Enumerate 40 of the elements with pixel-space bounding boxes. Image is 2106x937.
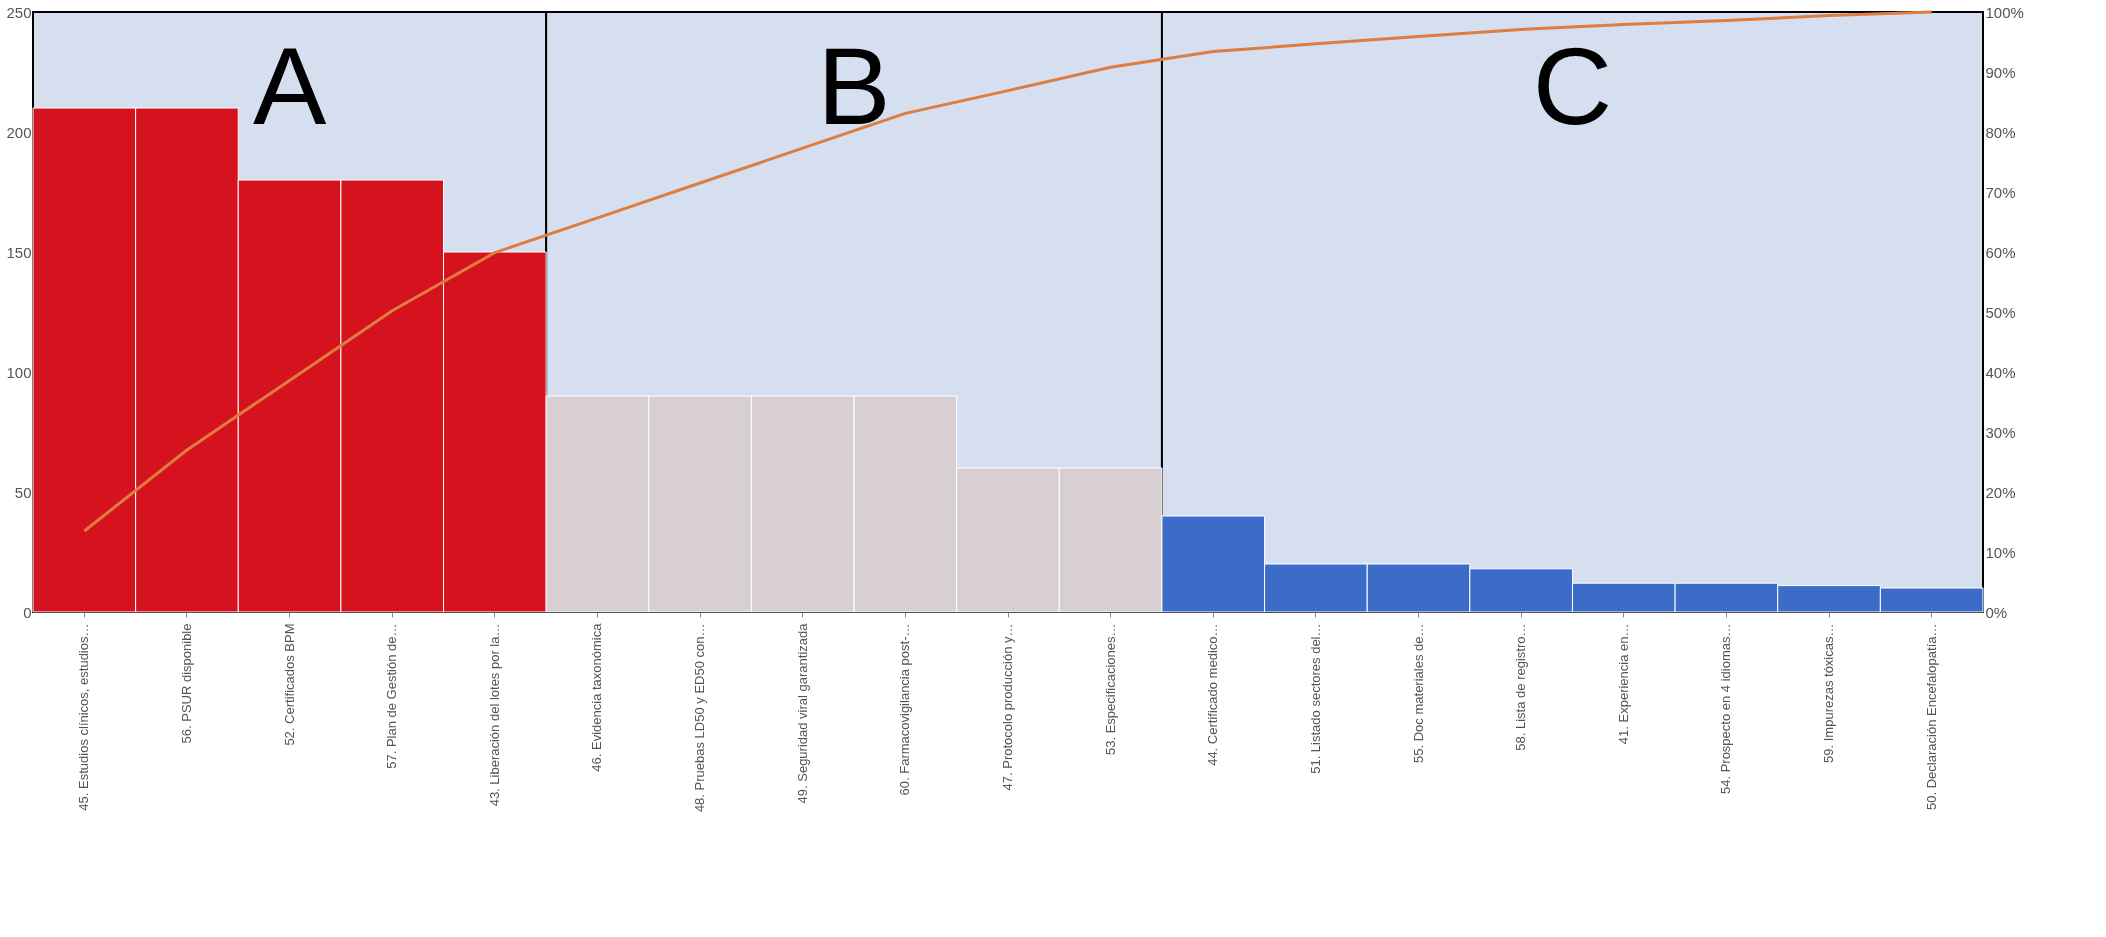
x-tick-label: 59. Impurezas tóxicas… (1821, 623, 1837, 763)
x-tick-label: 57. Plan de Gestión de… (384, 623, 400, 769)
y2-tick-label: 70% (1985, 183, 2016, 201)
x-tick-label: 53. Especificaciones… (1102, 623, 1118, 756)
y2-tick-label: 90% (1985, 63, 2016, 81)
y2-tick-label: 10% (1985, 543, 2016, 561)
x-tick-label: 51. Listado sectores del… (1307, 623, 1323, 774)
y-tick-label: 0 (23, 603, 32, 621)
x-tick-label: 52. Certificados BPM (281, 623, 297, 746)
y2-tick-label: 60% (1985, 243, 2016, 261)
y2-tick-label: 50% (1985, 303, 2016, 321)
x-tick-label: 45. Estudios clínicos, estudios… (76, 623, 92, 811)
x-tick-label: 50. Declaración Encefalopatía… (1923, 623, 1939, 810)
x-tick-label: 47. Protocolo producción y… (1000, 623, 1015, 791)
band-label: B (817, 24, 891, 147)
y2-tick-label: 80% (1985, 123, 2016, 141)
x-tick-label: 58. Lista de registro… (1513, 623, 1529, 751)
y-tick-label: 50 (14, 483, 32, 501)
x-tick-label: 55. Doc materiales de… (1410, 623, 1426, 763)
y2-tick-label: 20% (1985, 483, 2016, 501)
x-tick-label: 60. Farmacovigilancia post-… (897, 623, 913, 796)
y-tick-label: 250 (6, 3, 32, 21)
band-label: A (252, 24, 327, 147)
y-tick-label: 200 (6, 123, 32, 141)
x-tick-label: 49. Seguridad viral garantizada (794, 622, 810, 804)
x-tick-label: 43. Liberación del lotes por la… (486, 623, 502, 807)
y2-tick-label: 30% (1985, 423, 2016, 441)
line-series (82, 10, 1934, 533)
x-tick-label: 56. PSUR disponible (178, 623, 194, 744)
x-tick-label: 54. Prospecto en 4 idiomas… (1718, 623, 1734, 795)
x-tick-label: 41. Experiencia en… (1615, 623, 1631, 745)
y2-tick-label: 100% (1985, 3, 2024, 21)
x-tick-label: 48. Pruebas LD50 y ED50 con… (692, 623, 708, 813)
y2-tick-label: 40% (1985, 363, 2016, 381)
band-label: C (1532, 24, 1613, 147)
y-tick-label: 150 (6, 243, 32, 261)
y2-tick-label: 0% (1985, 603, 2008, 621)
x-tick-label: 46. Evidencia taxonómica (589, 622, 605, 772)
y-tick-label: 100 (6, 363, 32, 381)
x-tick-label: 44. Certificado medico… (1205, 623, 1221, 766)
